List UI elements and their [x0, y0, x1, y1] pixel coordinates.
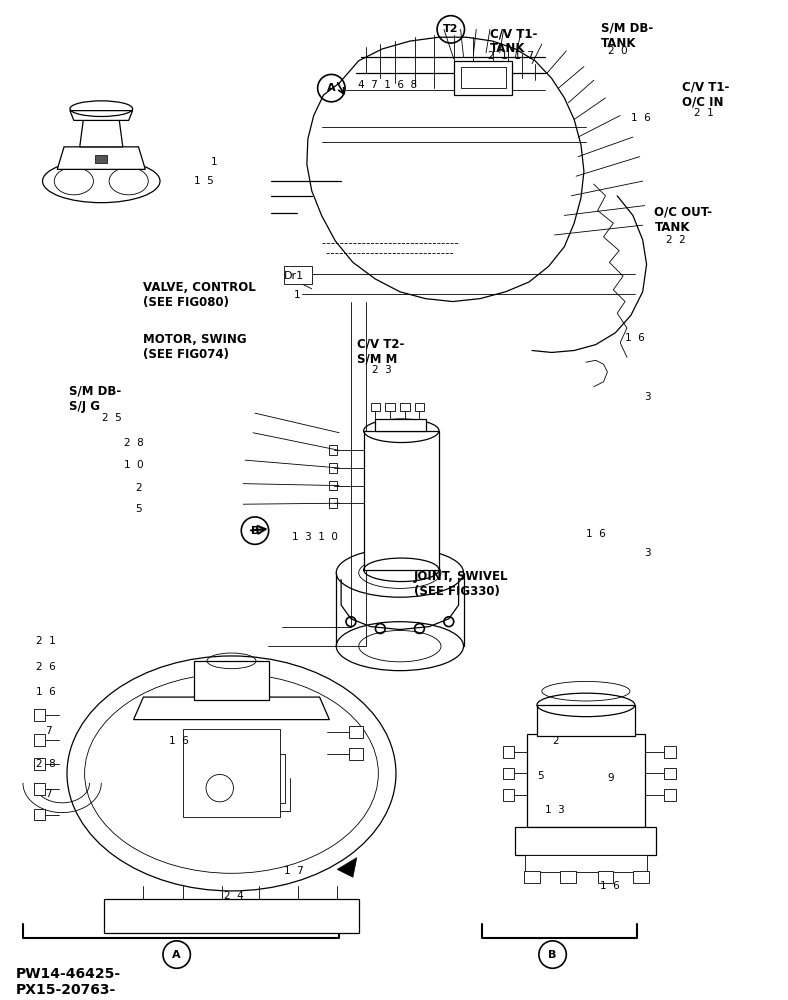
Text: 2: 2 [552, 736, 559, 746]
Text: 1  7: 1 7 [284, 866, 304, 876]
Text: C/V T2-
S/M M: C/V T2- S/M M [357, 338, 404, 366]
FancyBboxPatch shape [560, 871, 576, 883]
Text: 2  1: 2 1 [35, 636, 55, 646]
Text: 2  6: 2 6 [35, 662, 55, 672]
FancyBboxPatch shape [104, 899, 359, 933]
FancyBboxPatch shape [34, 758, 46, 770]
FancyBboxPatch shape [195, 661, 269, 700]
FancyBboxPatch shape [524, 871, 540, 883]
Polygon shape [80, 117, 123, 147]
Text: 1: 1 [294, 290, 301, 300]
FancyBboxPatch shape [34, 783, 46, 795]
Text: VALVE, CONTROL
(SEE FIG080): VALVE, CONTROL (SEE FIG080) [143, 281, 256, 309]
Text: JOINT, SWIVEL
(SEE FIG330): JOINT, SWIVEL (SEE FIG330) [414, 570, 508, 598]
FancyBboxPatch shape [375, 419, 426, 431]
FancyBboxPatch shape [349, 748, 362, 760]
Text: 3: 3 [645, 548, 651, 558]
Text: 2  3: 2 3 [373, 365, 392, 375]
Polygon shape [70, 111, 132, 120]
Text: O/C OUT-
TANK: O/C OUT- TANK [654, 206, 712, 234]
FancyBboxPatch shape [503, 746, 515, 758]
Text: 1  6: 1 6 [631, 113, 651, 123]
Text: 1  3: 1 3 [545, 805, 564, 815]
Text: 1  3  1  0: 1 3 1 0 [292, 532, 338, 542]
Text: 1  6: 1 6 [35, 687, 55, 697]
FancyBboxPatch shape [597, 871, 613, 883]
Text: Dr1: Dr1 [284, 271, 304, 281]
FancyBboxPatch shape [515, 827, 656, 855]
FancyBboxPatch shape [664, 789, 676, 801]
Text: 1  6: 1 6 [169, 736, 188, 746]
Text: 4  7  1  6  8: 4 7 1 6 8 [358, 80, 417, 90]
Text: 2: 2 [136, 483, 142, 493]
FancyBboxPatch shape [176, 906, 189, 917]
FancyBboxPatch shape [503, 789, 515, 801]
FancyBboxPatch shape [284, 266, 312, 284]
FancyBboxPatch shape [527, 734, 645, 827]
Text: 3: 3 [645, 392, 651, 402]
Text: 1  6: 1 6 [586, 529, 606, 539]
Text: 5: 5 [537, 771, 544, 781]
Text: A: A [327, 83, 336, 93]
Text: 2  1  1  7: 2 1 1 7 [488, 51, 534, 61]
FancyBboxPatch shape [136, 906, 151, 917]
Text: 2  4: 2 4 [224, 891, 243, 901]
Text: PW14-46425-
PX15-20763-: PW14-46425- PX15-20763- [16, 967, 121, 997]
FancyBboxPatch shape [34, 809, 46, 820]
Text: 2  1: 2 1 [693, 108, 713, 118]
Polygon shape [95, 155, 107, 163]
FancyBboxPatch shape [252, 906, 266, 917]
FancyBboxPatch shape [330, 906, 344, 917]
FancyBboxPatch shape [664, 768, 676, 779]
Text: B: B [251, 526, 259, 536]
Text: 9: 9 [608, 773, 614, 783]
Text: C/V T1-
O/C IN: C/V T1- O/C IN [682, 80, 729, 108]
Text: 2  2: 2 2 [666, 235, 686, 245]
Text: S/M DB-
S/J G: S/M DB- S/J G [69, 385, 121, 413]
FancyBboxPatch shape [349, 726, 362, 738]
Text: 2  0: 2 0 [608, 46, 628, 56]
FancyBboxPatch shape [537, 705, 635, 736]
FancyBboxPatch shape [363, 431, 439, 570]
Text: 2  5: 2 5 [102, 413, 122, 423]
Text: 1  6: 1 6 [600, 881, 619, 891]
FancyBboxPatch shape [292, 906, 305, 917]
Text: 2  8: 2 8 [124, 438, 143, 448]
FancyBboxPatch shape [34, 734, 46, 746]
Text: B: B [548, 950, 557, 960]
FancyBboxPatch shape [633, 871, 649, 883]
Text: C/V T1-
TANK: C/V T1- TANK [490, 27, 537, 55]
FancyBboxPatch shape [664, 746, 676, 758]
Text: MOTOR, SWING
(SEE FIG074): MOTOR, SWING (SEE FIG074) [143, 333, 247, 361]
Text: S/M DB-
TANK: S/M DB- TANK [600, 22, 652, 50]
FancyBboxPatch shape [503, 768, 515, 779]
Text: 7: 7 [46, 789, 52, 799]
Text: 7: 7 [46, 726, 52, 736]
Text: 1  5: 1 5 [195, 176, 214, 186]
Text: A: A [173, 950, 181, 960]
Polygon shape [337, 858, 357, 877]
Text: 2  8: 2 8 [35, 759, 55, 769]
Polygon shape [134, 697, 329, 720]
Text: 1: 1 [211, 157, 217, 167]
FancyBboxPatch shape [183, 729, 281, 817]
Text: 1  0: 1 0 [124, 460, 143, 470]
FancyBboxPatch shape [525, 855, 647, 872]
Text: 5: 5 [136, 504, 142, 514]
FancyBboxPatch shape [34, 709, 46, 721]
FancyBboxPatch shape [215, 906, 229, 917]
Text: T2: T2 [443, 24, 459, 34]
Polygon shape [58, 147, 145, 169]
FancyBboxPatch shape [454, 61, 512, 95]
Text: 1  6: 1 6 [625, 333, 645, 343]
